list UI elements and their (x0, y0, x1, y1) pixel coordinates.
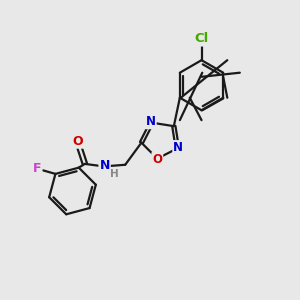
Text: O: O (73, 135, 83, 148)
Text: H: H (110, 169, 118, 179)
Text: N: N (173, 141, 183, 154)
Text: N: N (99, 159, 110, 172)
Text: N: N (146, 115, 156, 128)
Text: Cl: Cl (194, 32, 209, 46)
Text: O: O (152, 153, 162, 166)
Text: F: F (33, 162, 41, 176)
